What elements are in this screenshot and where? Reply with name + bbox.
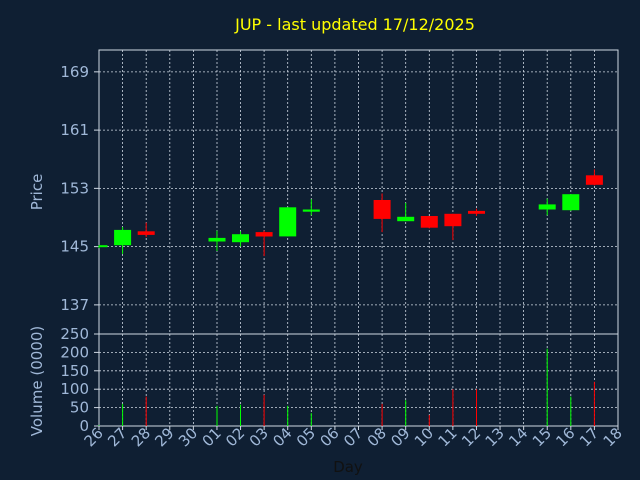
- price-tick-label: 169: [60, 63, 89, 81]
- day-tick-labels: 2627282930010203040506070809101112131415…: [81, 424, 626, 450]
- volume-tick-label: 50: [70, 399, 89, 417]
- volume-bar: [310, 413, 312, 426]
- price-axis-label: Price: [28, 174, 46, 211]
- volume-bar: [476, 389, 477, 426]
- candle-body: [137, 231, 155, 235]
- volume-tick-label: 100: [60, 380, 89, 398]
- volume-bar: [546, 348, 548, 426]
- volume-bar: [216, 405, 218, 426]
- price-tick-label: 137: [60, 296, 89, 314]
- volume-bar: [452, 389, 454, 426]
- volume-bar: [287, 405, 289, 426]
- volume-bar: [428, 415, 430, 426]
- volume-bar: [240, 404, 241, 426]
- price-candles: [98, 169, 603, 257]
- volume-tick-label: 0: [79, 417, 89, 435]
- volume-bar: [98, 425, 100, 426]
- candle-body: [279, 207, 297, 237]
- volume-bar: [570, 396, 572, 426]
- price-tick-label: 153: [60, 179, 89, 197]
- candle-body: [208, 237, 226, 242]
- chart-title: JUP - last updated 17/12/2025: [234, 15, 475, 34]
- volume-bar: [381, 403, 383, 426]
- candle-body: [232, 234, 249, 243]
- volume-bar: [145, 396, 147, 426]
- candle-body: [255, 232, 273, 237]
- candle-body: [562, 194, 580, 211]
- price-tick-label: 161: [60, 121, 89, 139]
- candle-body: [99, 245, 108, 248]
- x-axis-label: Day: [333, 458, 363, 476]
- volume-bar: [593, 381, 595, 426]
- candle-body: [420, 216, 438, 228]
- candle-body: [444, 213, 462, 227]
- volume-bar: [263, 394, 265, 426]
- volume-bar: [405, 400, 407, 426]
- candle-body: [373, 200, 391, 219]
- volume-bars: [98, 348, 595, 426]
- candle-body: [585, 175, 603, 185]
- candle-body: [302, 209, 320, 212]
- candle-body: [468, 210, 485, 214]
- price-tick-label: 145: [60, 238, 89, 256]
- candle-body: [397, 216, 415, 222]
- volume-tick-label: 250: [60, 325, 89, 343]
- volume-bar: [122, 403, 124, 426]
- price-tick-labels: 169 161 153 145 137: [60, 63, 99, 314]
- volume-tick-label: 200: [60, 343, 89, 361]
- candle-body: [538, 204, 556, 210]
- candle-body: [114, 229, 132, 246]
- volume-tick-label: 150: [60, 362, 89, 380]
- volume-axis-label: Volume (0000): [28, 326, 46, 436]
